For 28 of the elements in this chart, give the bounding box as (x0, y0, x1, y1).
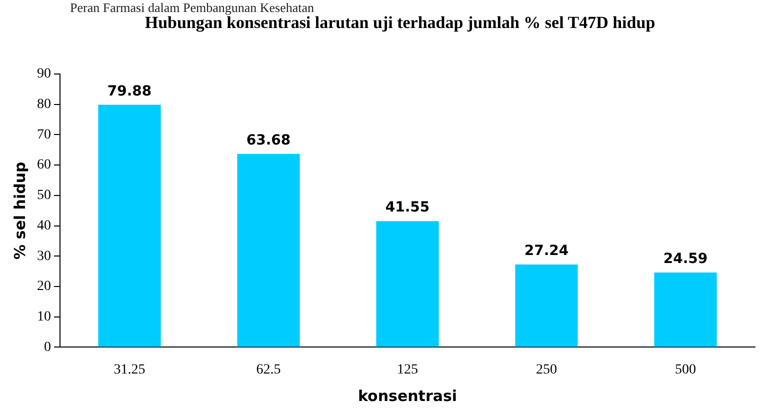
bar (515, 264, 578, 347)
x-axis-title: konsentrasi (358, 386, 458, 405)
y-tick-label: 80 (37, 97, 51, 112)
text: Peran Farmasi dalam Pembangunan Kesehatan (70, 0, 314, 16)
y-tick-label: 60 (37, 158, 51, 173)
y-tick-label: 90 (37, 66, 51, 82)
bar (654, 272, 717, 347)
bar (98, 104, 161, 347)
x-tick-label: 500 (675, 362, 696, 378)
x-tick-label: 31.25 (114, 362, 146, 378)
y-tick-label: 30 (37, 248, 51, 264)
y-axis-title: % sel hidup (10, 162, 29, 260)
y-tick-label: 40 (37, 218, 51, 234)
x-tick-label: 125 (397, 362, 418, 378)
y-tick-label: 0 (44, 340, 51, 355)
y-tick-label: 10 (37, 310, 51, 325)
x-tick-label: 62.5 (256, 362, 281, 378)
y-tick-label: 70 (37, 127, 51, 142)
y-tick-label: 20 (37, 279, 51, 294)
bar (237, 154, 300, 347)
data-label: 63.68 (246, 132, 291, 149)
data-label: 24.59 (663, 251, 708, 268)
data-label: 79.88 (107, 83, 152, 100)
bar (376, 221, 439, 347)
x-tick-label: 250 (536, 362, 557, 378)
data-label: 41.55 (385, 200, 430, 216)
data-label: 27.24 (524, 243, 569, 260)
y-tick-label: 50 (37, 188, 51, 204)
